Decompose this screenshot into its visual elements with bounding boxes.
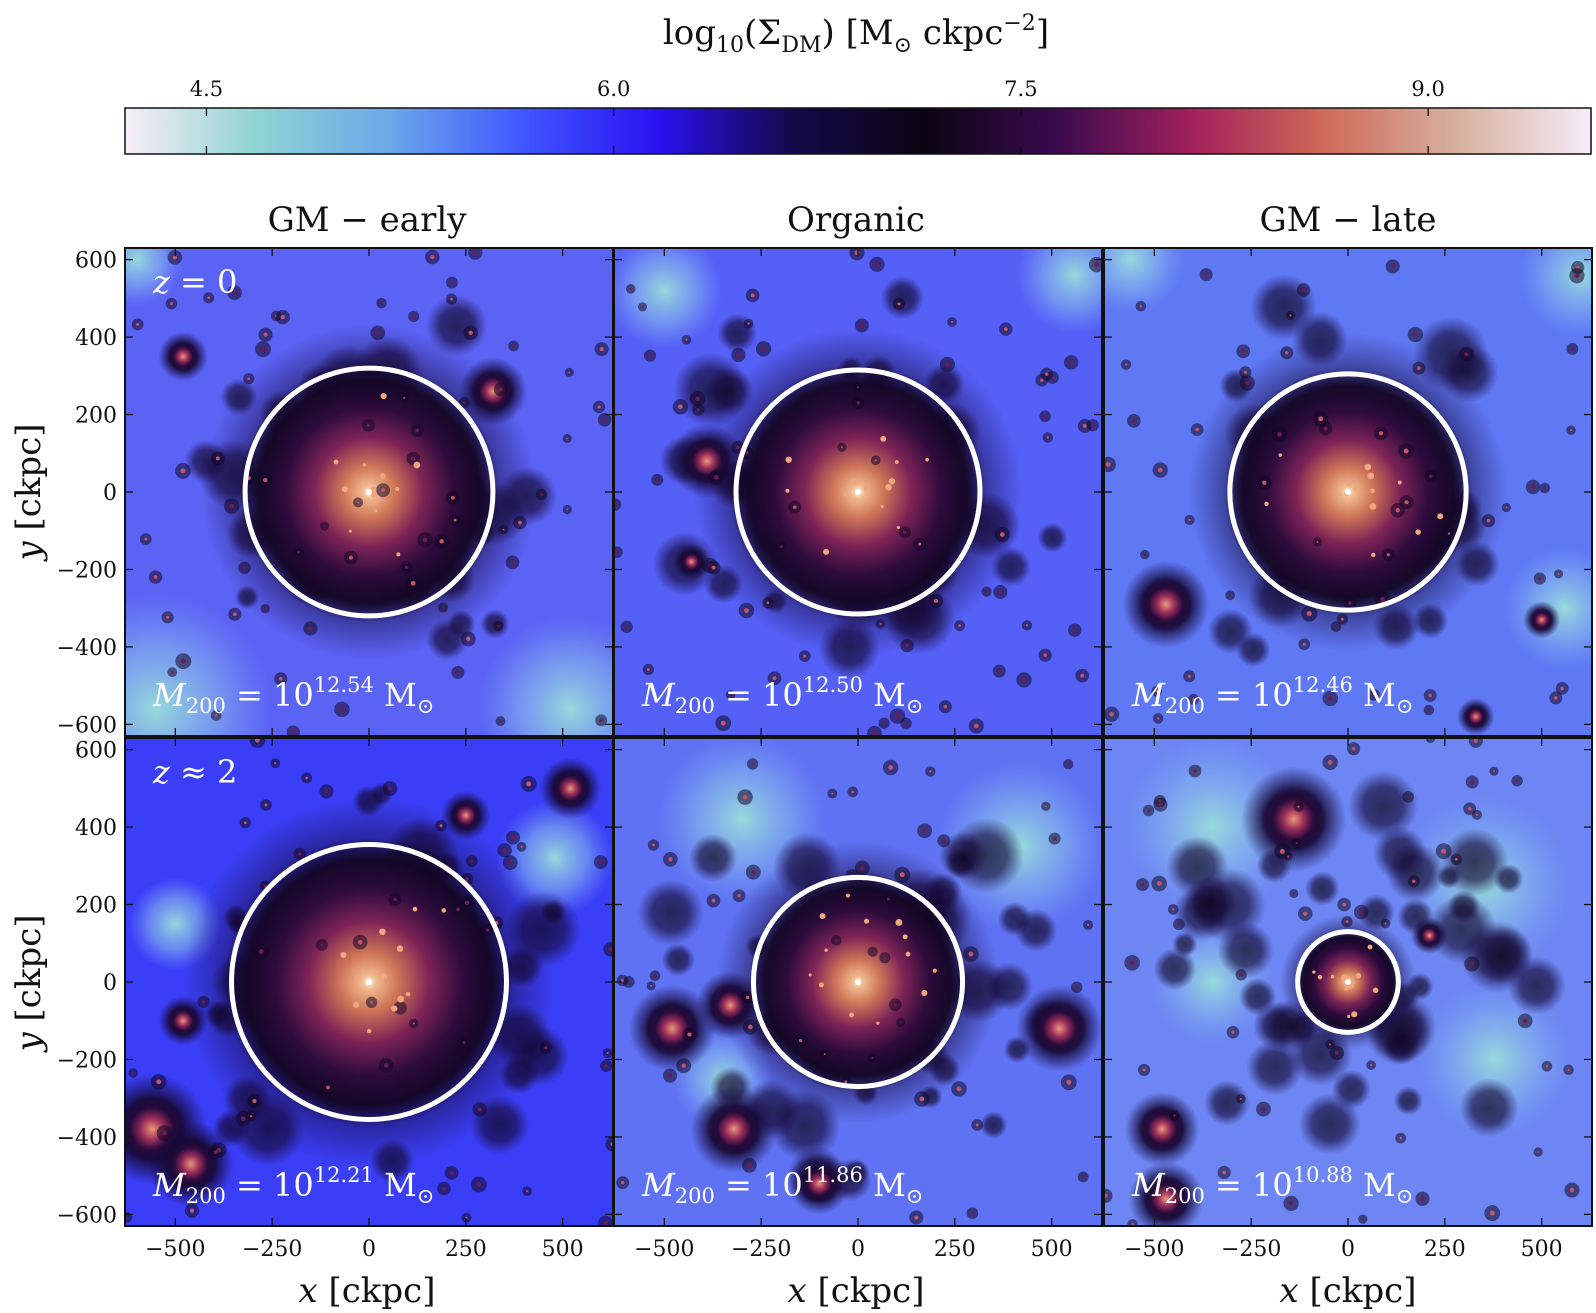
y-tick-label: −400 — [57, 636, 117, 661]
xlabel-col-3: x [ckpc] — [1280, 1271, 1417, 1311]
x-tick-label: −250 — [242, 1237, 302, 1262]
column-title-organic: Organic — [787, 200, 925, 240]
panel-gm-early-z2: −500 −250 0 250 500 −600 −400 −200 0 200 400 600 z ≈… — [57, 737, 614, 1262]
density-map — [1104, 738, 1592, 1226]
density-map — [614, 738, 1102, 1226]
panel-organic-z0: M200 = 1012.50 M⊙ — [613, 247, 1103, 737]
y-tick-label: 200 — [75, 404, 117, 429]
density-map — [1104, 248, 1592, 736]
r200-circle — [229, 842, 509, 1122]
redshift-label: z ≈ 2 — [152, 753, 237, 791]
y-tick-label: −200 — [57, 558, 117, 583]
x-tick-label: 0 — [362, 1237, 376, 1262]
panel-gm-late-z2: −500 −250 0 250 500 M200 = 1010.88 M⊙ — [1103, 737, 1593, 1262]
r200-circle — [1295, 929, 1401, 1035]
colorbar-label: log10(ΣDM) [M⊙ ckpc−2] — [663, 11, 1049, 58]
density-map — [614, 248, 1102, 736]
x-tick-label: 500 — [1031, 1237, 1073, 1262]
svg-text:y [ckpc]: y [ckpc] — [9, 914, 49, 1053]
r200-circle — [1227, 371, 1469, 613]
r200-circle — [733, 367, 983, 617]
x-tick-label: 500 — [1521, 1237, 1563, 1262]
panel-grid: −600 −400 −200 0 200 400 600 z = 0 M200 = 1012.5… — [57, 247, 1593, 1262]
m200-label: M200 = 1011.86 M⊙ — [641, 1163, 923, 1208]
r200-circle — [750, 874, 966, 1090]
x-tick-label: −250 — [731, 1237, 791, 1262]
panel-gm-early-z0: −600 −400 −200 0 200 400 600 z = 0 M200 = 1012.5… — [57, 247, 614, 738]
m200-label: M200 = 1012.54 M⊙ — [152, 673, 434, 718]
x-tick-label: −500 — [634, 1237, 694, 1262]
ylabel-bottom: y [ckpc] — [9, 914, 49, 1053]
colorbar-tick-label: 6.0 — [597, 77, 630, 101]
y-tick-label: 200 — [75, 894, 117, 919]
x-tick-label: 250 — [445, 1237, 487, 1262]
panel-gm-late-z0: M200 = 1012.46 M⊙ — [1103, 247, 1593, 737]
y-tick-label: 400 — [75, 326, 117, 351]
colorbar-tick-label: 4.5 — [190, 77, 223, 101]
m200-label: M200 = 1012.21 M⊙ — [152, 1163, 434, 1208]
y-tick-label: −600 — [57, 713, 117, 738]
x-tick-label: 250 — [1424, 1237, 1466, 1262]
y-tick-label: 0 — [103, 971, 117, 996]
colorbar-gradient — [124, 107, 1592, 155]
m200-label: M200 = 1012.50 M⊙ — [641, 673, 923, 718]
colorbar-tick-label: 9.0 — [1411, 77, 1444, 101]
m200-label: M200 = 1012.46 M⊙ — [1131, 673, 1413, 718]
r200-circle — [242, 365, 496, 619]
density-map — [125, 248, 613, 736]
panel-organic-z2: −500 −250 0 250 500 M200 = 1011.86 M⊙ — [613, 737, 1103, 1262]
xlabel-col-2: x [ckpc] — [788, 1271, 925, 1311]
svg-text:y [ckpc]: y [ckpc] — [9, 423, 49, 562]
y-tick-label: 400 — [75, 816, 117, 841]
y-tick-label: −200 — [57, 1048, 117, 1073]
y-tick-label: 600 — [75, 249, 117, 274]
xlabel-col-1: x [ckpc] — [299, 1271, 436, 1311]
colorbar-tick-label: 7.5 — [1004, 77, 1037, 101]
y-tick-label: −400 — [57, 1126, 117, 1151]
column-title-gm-late: GM − late — [1259, 200, 1436, 240]
density-map — [125, 738, 613, 1226]
x-tick-label: 0 — [851, 1237, 865, 1262]
y-tick-label: −600 — [57, 1203, 117, 1228]
y-tick-label: 600 — [75, 739, 117, 764]
redshift-label: z = 0 — [152, 263, 237, 301]
m200-label: M200 = 1010.88 M⊙ — [1131, 1163, 1413, 1208]
x-tick-label: 500 — [542, 1237, 584, 1262]
x-tick-label: −250 — [1221, 1237, 1281, 1262]
y-tick-label: 0 — [103, 481, 117, 506]
colorbar: 4.5 6.0 7.5 9.0 — [124, 77, 1592, 155]
x-tick-label: 250 — [934, 1237, 976, 1262]
column-title-gm-early: GM − early — [268, 200, 468, 240]
ylabel-top: y [ckpc] — [9, 423, 49, 562]
x-tick-label: −500 — [1124, 1237, 1184, 1262]
x-tick-label: −500 — [145, 1237, 205, 1262]
x-tick-label: 0 — [1341, 1237, 1355, 1262]
